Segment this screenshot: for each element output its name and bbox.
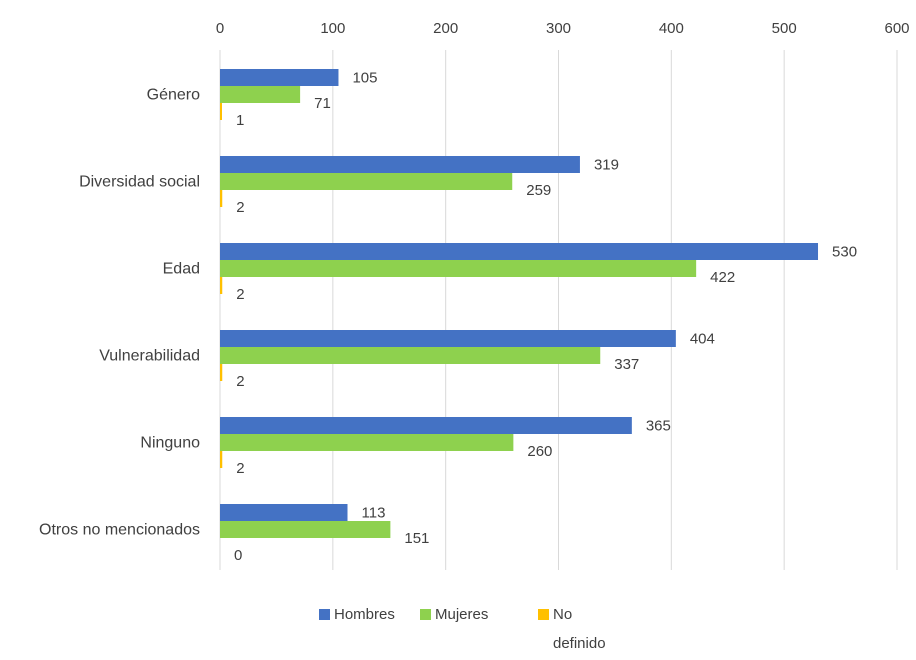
legend-swatch: [538, 609, 549, 620]
data-label: 105: [352, 70, 377, 87]
data-label: 2: [236, 286, 244, 303]
gridlines: [219, 50, 898, 570]
legend-label: No: [553, 606, 572, 623]
bar-hombres: [220, 504, 348, 521]
category-label: Ninguno: [140, 435, 200, 452]
x-tick-label: 200: [433, 20, 458, 37]
legend-label: definido: [553, 635, 606, 652]
data-label: 530: [832, 244, 857, 261]
data-label: 2: [236, 199, 244, 216]
bar-no-definido: [220, 277, 223, 294]
bar-hombres: [220, 69, 339, 86]
data-label: 259: [526, 182, 551, 199]
x-tick-label: 400: [659, 20, 684, 37]
bar-mujeres: [220, 347, 601, 364]
data-label: 151: [404, 530, 429, 547]
data-label: 260: [527, 443, 552, 460]
x-tick-label: 600: [884, 20, 909, 37]
bar-hombres: [220, 243, 819, 260]
bar-mujeres: [220, 434, 514, 451]
bar-no-definido: [220, 190, 223, 207]
bar-no-definido: [220, 364, 223, 381]
category-label: Otros no mencionados: [39, 522, 200, 539]
data-label: 422: [710, 269, 735, 286]
category-label: Diversidad social: [79, 174, 200, 191]
bar-hombres: [220, 417, 632, 434]
data-label: 113: [362, 505, 386, 522]
x-tick-label: 0: [216, 20, 224, 37]
bar-mujeres: [220, 173, 513, 190]
data-label: 319: [594, 157, 619, 174]
bar-no-definido: [220, 451, 223, 468]
data-label: 2: [236, 373, 244, 390]
bar-no-definido: [220, 103, 222, 120]
category-label: Edad: [163, 261, 200, 278]
data-label: 1: [236, 112, 244, 129]
data-label: 365: [646, 418, 671, 435]
data-label: 2: [236, 460, 244, 477]
x-axis-ticks: 0 100 200 300 400 500 600: [216, 20, 910, 37]
category-label: Vulnerabilidad: [99, 348, 200, 365]
bar-mujeres: [220, 521, 391, 538]
x-tick-label: 500: [772, 20, 797, 37]
category-label: Género: [147, 87, 200, 104]
bar-hombres: [220, 156, 580, 173]
bar-mujeres: [220, 260, 697, 277]
data-labels: 105 71 1 319 259 2 530 422 2 404 337 2 365 260 2 113 151…: [234, 70, 857, 565]
legend-label: Mujeres: [435, 606, 488, 623]
data-label: 71: [314, 95, 331, 112]
category-labels: Género Diversidad social Edad Vulnerabilida…: [39, 87, 200, 539]
bars: [220, 69, 819, 538]
data-label: 0: [234, 547, 242, 564]
data-label: 337: [614, 356, 639, 373]
legend-swatch: [420, 609, 431, 620]
legend-label: Hombres: [334, 606, 395, 623]
bar-hombres: [220, 330, 676, 347]
x-tick-label: 100: [320, 20, 345, 37]
data-label: 404: [690, 331, 715, 348]
legend: Hombres Mujeres No definido: [319, 606, 606, 652]
x-tick-label: 300: [546, 20, 571, 37]
bar-mujeres: [220, 86, 301, 103]
legend-swatch: [319, 609, 330, 620]
